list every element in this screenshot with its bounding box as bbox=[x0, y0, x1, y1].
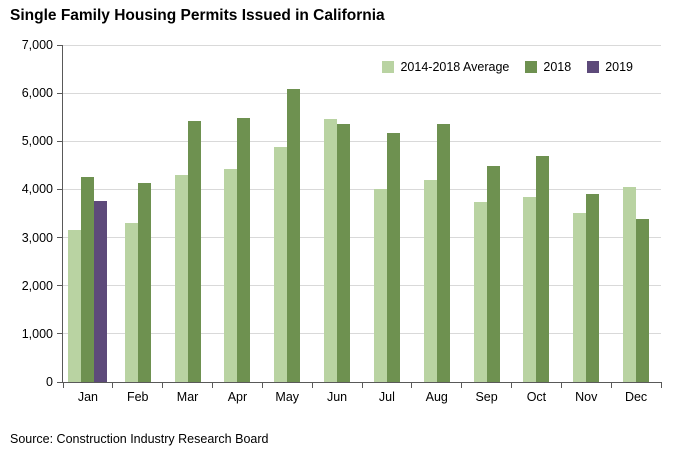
legend-item-2014-2018-average: 2014-2018 Average bbox=[382, 60, 509, 74]
x-axis-tick bbox=[610, 382, 612, 388]
x-axis-label-sep: Sep bbox=[475, 390, 498, 404]
x-axis-label-nov: Nov bbox=[575, 390, 598, 404]
y-axis-tick-label: 7,000 bbox=[21, 38, 53, 52]
bar-2018-jul bbox=[386, 133, 400, 382]
bar-2018-apr bbox=[237, 118, 251, 382]
x-axis-label-apr: Apr bbox=[227, 390, 248, 404]
x-axis-label-mar: Mar bbox=[176, 390, 199, 404]
legend-label-2014-2018-average: 2014-2018 Average bbox=[400, 60, 510, 74]
bar-2018-oct bbox=[536, 156, 550, 382]
y-axis-tick bbox=[57, 333, 63, 335]
y-axis-tick-label: 1,000 bbox=[21, 326, 53, 341]
bar-2018-mar bbox=[187, 120, 201, 382]
legend-label-2019: 2019 bbox=[605, 60, 633, 74]
y-axis-tick bbox=[57, 285, 63, 287]
bar-2014-2018-average-jun bbox=[324, 118, 338, 382]
x-axis-label-jun: Jun bbox=[326, 390, 348, 404]
y-axis-tick-label: 4,000 bbox=[21, 182, 53, 197]
bar-2014-2018-average-aug bbox=[423, 180, 437, 382]
bar-2018-feb bbox=[137, 182, 151, 382]
x-axis-tick bbox=[112, 382, 114, 388]
bar-2019-jan bbox=[94, 200, 108, 382]
x-axis-tick bbox=[212, 382, 213, 388]
x-axis-label-feb: Feb bbox=[126, 390, 149, 404]
legend-item-2018: 2018 bbox=[525, 60, 571, 74]
x-axis-tick bbox=[311, 382, 313, 388]
x-axis-tick bbox=[560, 382, 562, 388]
bar-2014-2018-average-dec bbox=[623, 187, 637, 382]
gridline bbox=[63, 333, 661, 335]
legend: 2014-2018 Average 2018 2019 bbox=[382, 60, 633, 74]
x-axis-tick bbox=[660, 382, 662, 388]
plot-area: 2014-2018 Average 2018 2019 0 1,000 2,000 3,0… bbox=[22, 38, 662, 404]
legend-item-2019: 2019 bbox=[587, 60, 633, 74]
x-axis-tick bbox=[511, 382, 512, 388]
bar-2014-2018-average-oct bbox=[523, 197, 537, 382]
x-axis-tick bbox=[461, 382, 463, 388]
gridline bbox=[63, 237, 661, 239]
bar-2018-nov bbox=[586, 193, 600, 382]
legend-swatch-2018 bbox=[525, 61, 538, 73]
y-axis-tick-label: 2,000 bbox=[21, 278, 53, 293]
x-axis-tick bbox=[361, 382, 363, 388]
bar-2014-2018-average-may bbox=[274, 147, 288, 382]
bar-2014-2018-average-nov bbox=[573, 212, 587, 382]
x-axis-label-oct: Oct bbox=[526, 390, 547, 404]
x-axis-tick bbox=[62, 382, 64, 388]
gridline bbox=[63, 188, 661, 190]
bar-2014-2018-average-feb bbox=[124, 222, 138, 382]
gridline bbox=[63, 285, 661, 287]
y-axis-tick-label: 6,000 bbox=[21, 86, 53, 101]
x-axis-label-aug: Aug bbox=[425, 390, 448, 404]
y-axis-tick bbox=[57, 381, 63, 383]
bar-2018-may bbox=[287, 89, 301, 382]
bar-2018-sep bbox=[486, 166, 500, 382]
gridline bbox=[63, 140, 661, 142]
x-axis-label-jan: Jan bbox=[77, 390, 98, 404]
x-axis-tick bbox=[261, 382, 263, 388]
chart-title: Single Family Housing Permits Issued in … bbox=[10, 7, 385, 24]
y-axis-tick bbox=[57, 44, 63, 46]
x-axis-label-may: May bbox=[275, 390, 300, 404]
x-axis-label-dec: Dec bbox=[624, 390, 648, 404]
x-axis-tick bbox=[411, 382, 413, 388]
bar-2014-2018-average-sep bbox=[473, 201, 487, 382]
bar-2018-jun bbox=[337, 124, 351, 382]
source-note: Source: Construction Industry Research B… bbox=[10, 432, 269, 446]
bar-2014-2018-average-jul bbox=[373, 189, 387, 382]
bar-2018-dec bbox=[636, 218, 650, 382]
x-axis-label-jul: Jul bbox=[378, 390, 395, 404]
gridline bbox=[63, 92, 661, 94]
y-axis-tick-label: 3,000 bbox=[21, 230, 53, 245]
legend-swatch-2014-2018-average bbox=[382, 61, 395, 73]
legend-swatch-2019 bbox=[587, 61, 600, 73]
x-axis-tick bbox=[162, 382, 164, 388]
bar-2018-jan bbox=[81, 177, 95, 382]
bar-2014-2018-average-jan bbox=[68, 230, 82, 382]
legend-label-2018: 2018 bbox=[543, 60, 572, 74]
y-axis-tick bbox=[57, 140, 63, 142]
y-axis-tick-label: 0 bbox=[46, 375, 53, 389]
bar-2014-2018-average-apr bbox=[224, 169, 238, 382]
y-axis-tick bbox=[57, 92, 63, 94]
bar-2018-aug bbox=[436, 123, 450, 382]
y-axis-tick bbox=[57, 237, 63, 239]
gridline bbox=[63, 44, 661, 46]
bar-2014-2018-average-mar bbox=[174, 175, 188, 382]
y-axis-tick-label: 5,000 bbox=[21, 134, 53, 149]
y-axis-tick bbox=[57, 188, 63, 190]
